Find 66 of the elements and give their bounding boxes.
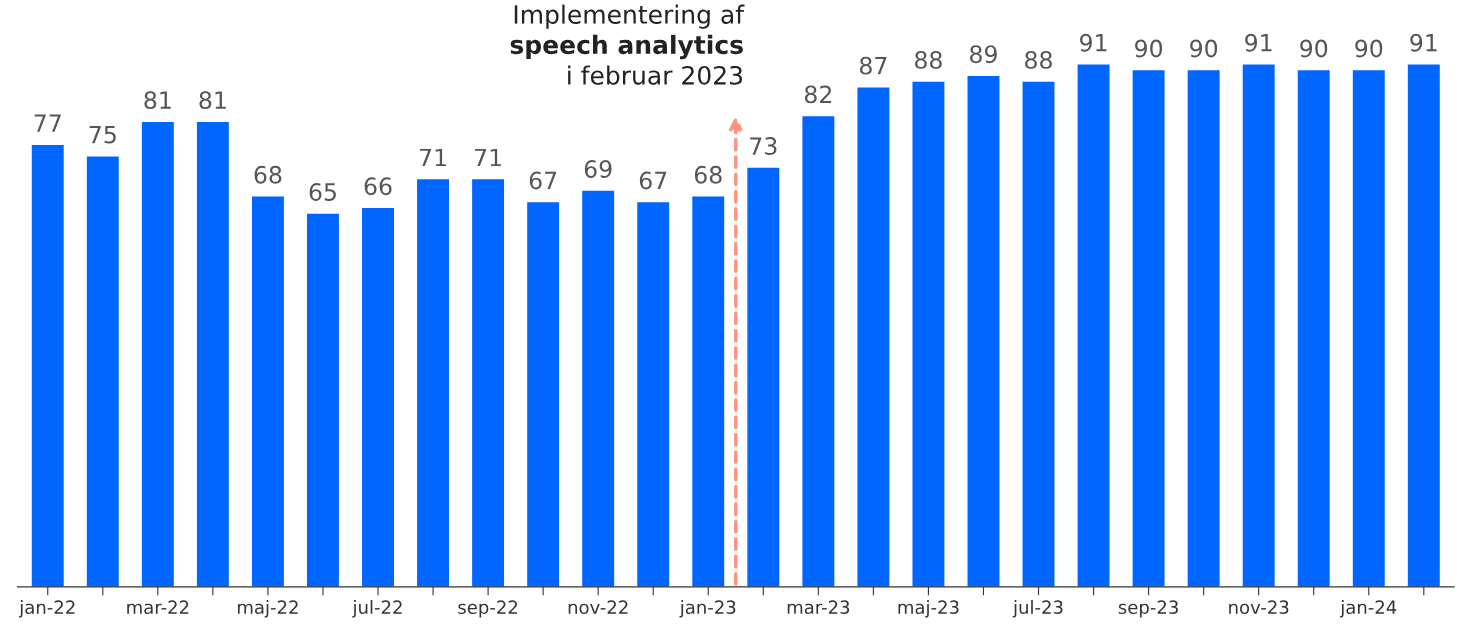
bar <box>967 76 1000 587</box>
data-label: 67 <box>529 171 557 190</box>
x-tick-label: sep-22 <box>458 600 518 618</box>
data-label: 77 <box>34 114 61 132</box>
data-label: 69 <box>584 160 612 178</box>
x-tick-label: jul-23 <box>1012 600 1063 618</box>
data-label: 81 <box>144 91 171 110</box>
data-label: 88 <box>1025 51 1052 69</box>
data-label: 66 <box>364 177 392 196</box>
bar <box>857 87 890 587</box>
x-tick-label: mar-23 <box>787 600 850 615</box>
bar <box>637 202 670 587</box>
data-label: 67 <box>639 171 667 190</box>
data-label: 81 <box>199 91 226 110</box>
bar <box>527 202 560 587</box>
bar <box>582 190 615 587</box>
data-label: 91 <box>1080 33 1107 52</box>
bar <box>1407 64 1440 587</box>
bar <box>1077 64 1110 587</box>
bar <box>417 179 450 587</box>
bar <box>802 116 835 587</box>
data-label: 82 <box>804 85 832 104</box>
bar <box>251 196 284 587</box>
data-label: 75 <box>89 125 116 144</box>
data-label: 89 <box>970 45 997 64</box>
data-label: 90 <box>1355 39 1383 58</box>
bar <box>747 167 780 587</box>
data-label: 90 <box>1135 39 1163 58</box>
data-label: 88 <box>915 51 942 69</box>
bar <box>692 196 725 587</box>
bar <box>1242 64 1275 587</box>
bar <box>31 144 64 587</box>
data-label: 87 <box>859 56 887 75</box>
bar <box>1132 70 1165 587</box>
data-label: 91 <box>1410 33 1437 52</box>
bar <box>141 121 174 587</box>
x-tick-label: jan-23 <box>679 600 736 618</box>
data-label: 90 <box>1300 39 1328 58</box>
x-tick-label: maj-23 <box>898 600 959 618</box>
bar <box>362 208 394 587</box>
x-tick-label: jan-24 <box>1339 600 1397 618</box>
bar <box>1022 81 1055 587</box>
x-tick-label: sep-23 <box>1118 600 1178 618</box>
x-tick-label: nov-22 <box>568 600 628 615</box>
bar <box>912 81 945 587</box>
x-tick-label: maj-22 <box>237 600 298 618</box>
bar <box>1352 70 1385 587</box>
x-tick-label: mar-22 <box>127 600 189 615</box>
bar <box>86 156 119 587</box>
data-label: 91 <box>1245 33 1272 52</box>
bar <box>472 179 505 587</box>
data-label: 73 <box>750 137 777 155</box>
data-label: 71 <box>419 148 446 167</box>
bar <box>196 121 229 587</box>
data-label: 65 <box>309 183 336 201</box>
x-tick-label: nov-23 <box>1229 600 1289 615</box>
x-tick-label: jan-22 <box>18 600 75 618</box>
x-tick-label: jul-22 <box>352 600 402 618</box>
bar <box>1297 70 1330 587</box>
annotation: Implementering af speech analytics i februar 2023 <box>510 4 745 85</box>
data-label: 68 <box>254 165 282 184</box>
bar <box>307 213 339 587</box>
data-label: 68 <box>694 165 722 184</box>
data-label: 71 <box>475 148 501 167</box>
data-label: 90 <box>1190 39 1218 58</box>
bar <box>1187 70 1220 587</box>
